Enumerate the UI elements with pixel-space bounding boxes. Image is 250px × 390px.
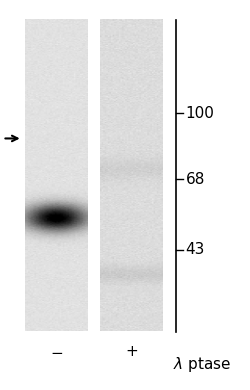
Text: 100: 100: [185, 106, 214, 121]
Text: $\lambda$ ptase: $\lambda$ ptase: [172, 355, 231, 374]
Text: 68: 68: [185, 172, 204, 187]
Text: 43: 43: [185, 242, 204, 257]
Text: $-$: $-$: [50, 344, 63, 358]
Text: $+$: $+$: [125, 344, 138, 358]
